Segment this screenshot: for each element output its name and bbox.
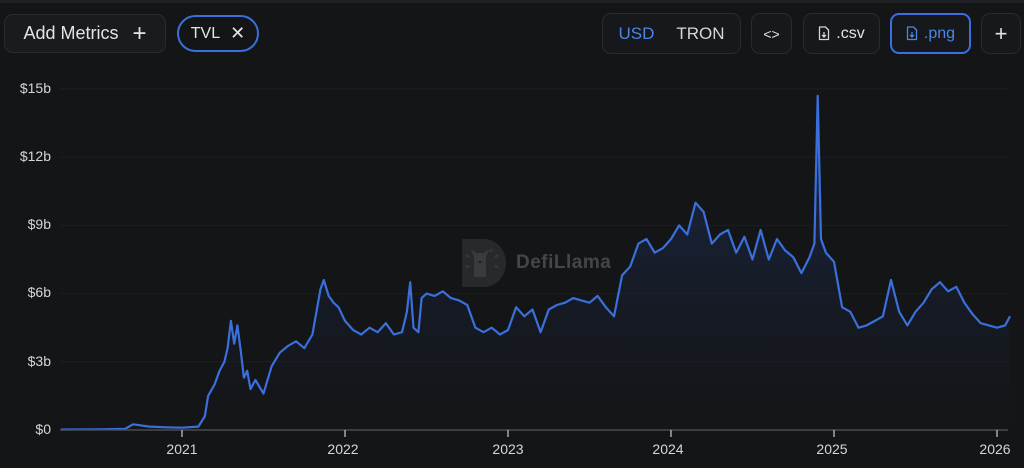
close-icon[interactable]: ✕ <box>230 23 246 43</box>
y-tick-label: $6b <box>27 284 51 300</box>
x-axis-ticks <box>181 430 998 437</box>
defillama-watermark: DefiLlama <box>460 237 611 289</box>
y-tick-label: $9b <box>27 216 51 232</box>
y-tick-label: $12b <box>19 148 51 164</box>
x-tick-label: 2022 <box>327 441 359 457</box>
csv-label: .csv <box>836 24 865 42</box>
x-tick-label: 2025 <box>816 441 848 457</box>
x-tick-label: 2024 <box>652 441 684 457</box>
currency-option-tron[interactable]: TRON <box>676 23 725 43</box>
currency-option-usd[interactable]: USD <box>618 23 655 43</box>
download-csv-button[interactable]: .csv <box>803 13 880 54</box>
gridlines <box>60 88 1008 363</box>
watermark-text: DefiLlama <box>516 252 612 273</box>
currency-toggle: USD TRON <box>602 13 741 54</box>
code-icon: <> <box>763 25 780 42</box>
file-download-icon <box>906 26 918 41</box>
x-tick-label: 2026 <box>979 441 1011 457</box>
x-tick-label: 2021 <box>166 441 198 457</box>
y-tick-label: $15b <box>19 80 51 96</box>
x-tick-label: 2023 <box>492 441 524 457</box>
plus-icon: + <box>132 19 147 47</box>
download-png-button[interactable]: .png <box>890 13 971 54</box>
metric-chip-tvl[interactable]: TVL ✕ <box>177 15 259 52</box>
chart-toolbar: Add Metrics + TVL ✕ USD TRON <> .csv .pn… <box>0 0 1024 70</box>
more-options-button[interactable]: + <box>981 13 1021 54</box>
png-label: .png <box>923 24 956 42</box>
file-download-icon <box>819 26 830 41</box>
add-metrics-button[interactable]: Add Metrics + <box>4 14 166 53</box>
top-border <box>0 0 1024 3</box>
metric-chip-label: TVL <box>190 24 221 42</box>
y-tick-label: $3b <box>27 353 51 369</box>
embed-button[interactable]: <> <box>751 13 792 54</box>
plus-icon: + <box>994 20 1008 46</box>
y-tick-label: $0 <box>35 421 51 437</box>
add-metrics-label: Add Metrics <box>23 23 119 43</box>
llama-logo-icon <box>462 239 506 287</box>
